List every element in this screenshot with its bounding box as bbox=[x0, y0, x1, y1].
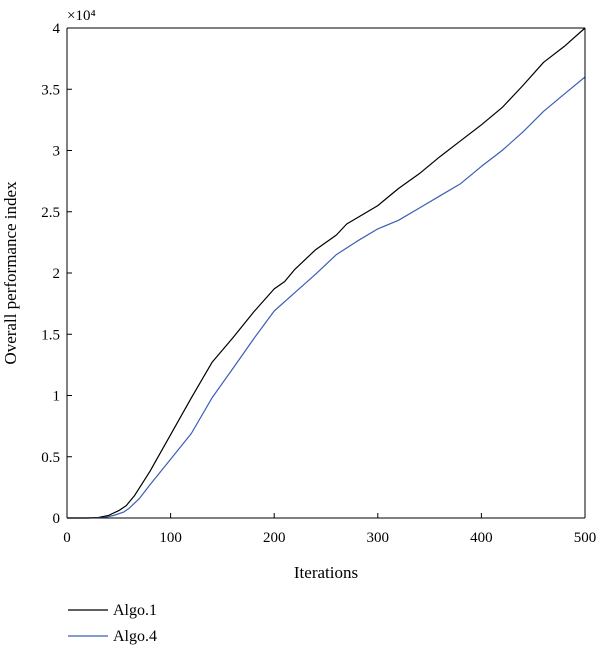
x-tick-label: 100 bbox=[159, 530, 182, 546]
x-tick-label: 400 bbox=[470, 530, 493, 546]
y-tick-label: 0 bbox=[53, 511, 61, 527]
legend-label-2: Algo.4 bbox=[113, 628, 157, 645]
y-tick-label: 1 bbox=[53, 389, 61, 405]
y-tick-group: 0 0.5 1 1.5 2 2.5 3 3.5 4 bbox=[41, 21, 72, 527]
y-tick-label: 2 bbox=[53, 266, 61, 282]
x-tick-group: 0 100 200 300 400 500 bbox=[63, 513, 596, 546]
legend: Algo.1 Algo.4 bbox=[68, 602, 157, 645]
series-layer bbox=[67, 27, 586, 519]
y-tick-label: 3.5 bbox=[41, 82, 60, 98]
y-tick-label: 2.5 bbox=[41, 205, 60, 221]
x-tick-label: 0 bbox=[63, 530, 71, 546]
series-line-2 bbox=[67, 76, 586, 519]
x-tick-label: 200 bbox=[263, 530, 286, 546]
series-line-1 bbox=[67, 27, 586, 519]
y-tick-label: 4 bbox=[53, 21, 61, 37]
x-tick-label: 300 bbox=[367, 530, 390, 546]
y-tick-label: 3 bbox=[53, 144, 61, 160]
plot-area bbox=[67, 28, 585, 518]
y-multiplier-label: ×10⁴ bbox=[67, 8, 96, 24]
legend-label-1: Algo.1 bbox=[113, 602, 157, 619]
y-tick-label: 1.5 bbox=[41, 327, 60, 343]
x-tick-label: 500 bbox=[574, 530, 597, 546]
y-tick-label: 0.5 bbox=[41, 450, 60, 466]
y-axis-label: Overall performance index bbox=[1, 181, 20, 365]
x-axis-label: Iterations bbox=[294, 563, 358, 582]
